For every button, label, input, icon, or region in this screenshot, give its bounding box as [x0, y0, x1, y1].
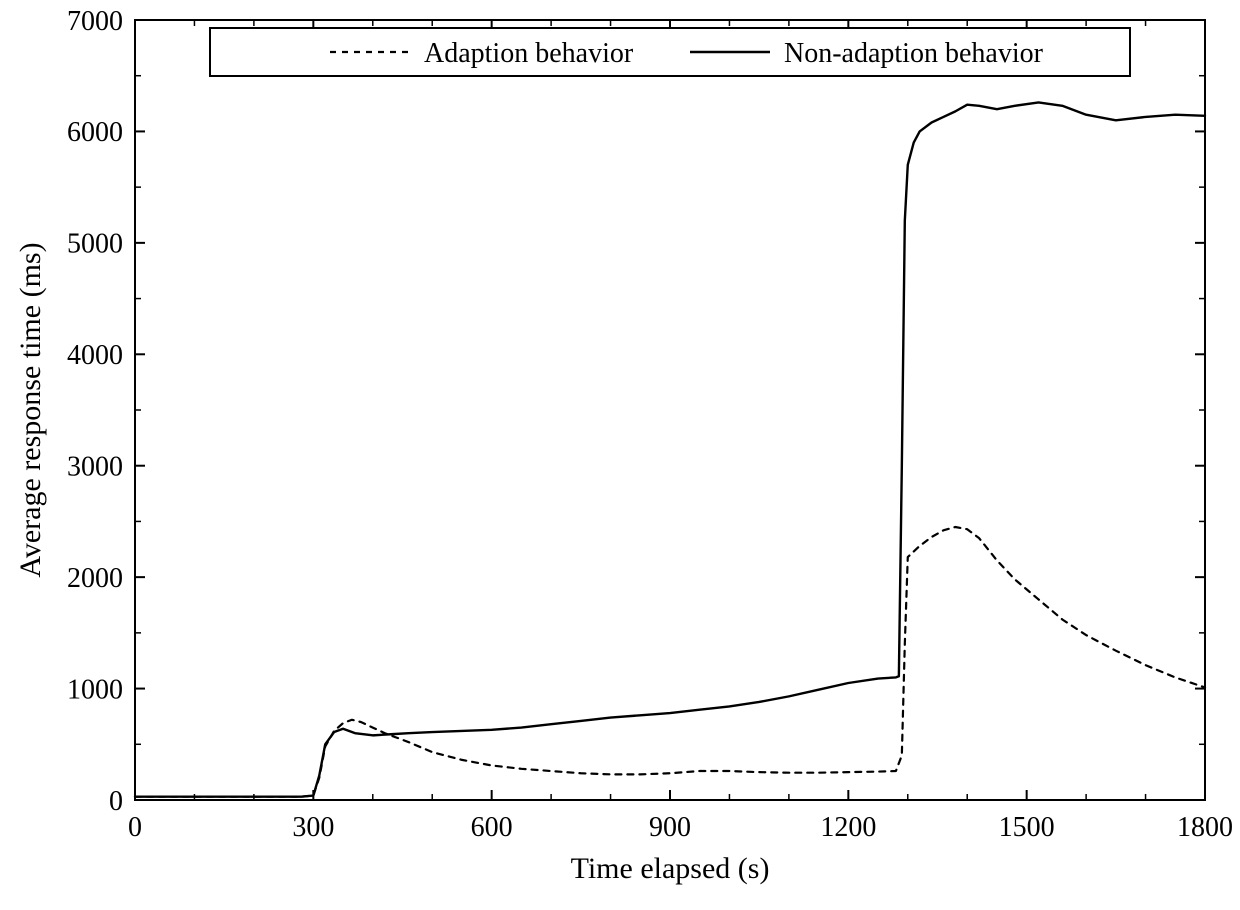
series-adaption — [135, 527, 1205, 797]
x-tick-labels: 0 300 600 900 1200 1500 1800 — [128, 812, 1233, 843]
y-ticks-major — [135, 20, 1205, 800]
response-time-chart: 0 300 600 900 1200 1500 1800 0 1000 2000 3000 4000… — [0, 0, 1240, 910]
svg-text:5000: 5000 — [67, 229, 123, 260]
svg-text:0: 0 — [128, 812, 142, 843]
svg-text:2000: 2000 — [67, 563, 123, 594]
x-ticks-minor — [194, 20, 1145, 800]
y-axis-title: Average response time (ms) — [14, 242, 47, 577]
svg-text:300: 300 — [292, 812, 334, 843]
y-tick-labels: 0 1000 2000 3000 4000 5000 6000 7000 — [67, 6, 123, 817]
svg-text:6000: 6000 — [67, 117, 123, 148]
y-ticks-minor — [135, 76, 1205, 745]
plot-frame — [135, 20, 1205, 800]
svg-text:900: 900 — [649, 812, 691, 843]
svg-text:600: 600 — [471, 812, 513, 843]
svg-text:1200: 1200 — [820, 812, 876, 843]
series-non-adaption — [135, 102, 1205, 796]
legend: Adaption behavior Non-adaption behavior — [210, 28, 1130, 76]
legend-label-adaption: Adaption behavior — [424, 38, 634, 69]
legend-label-non-adaption: Non-adaption behavior — [784, 38, 1044, 69]
svg-text:7000: 7000 — [67, 6, 123, 37]
svg-text:0: 0 — [109, 786, 123, 817]
svg-text:1000: 1000 — [67, 674, 123, 705]
svg-text:3000: 3000 — [67, 452, 123, 483]
svg-text:4000: 4000 — [67, 340, 123, 371]
x-axis-title: Time elapsed (s) — [571, 852, 770, 885]
svg-text:1800: 1800 — [1177, 812, 1233, 843]
svg-text:1500: 1500 — [999, 812, 1055, 843]
x-ticks-major — [135, 20, 1205, 800]
